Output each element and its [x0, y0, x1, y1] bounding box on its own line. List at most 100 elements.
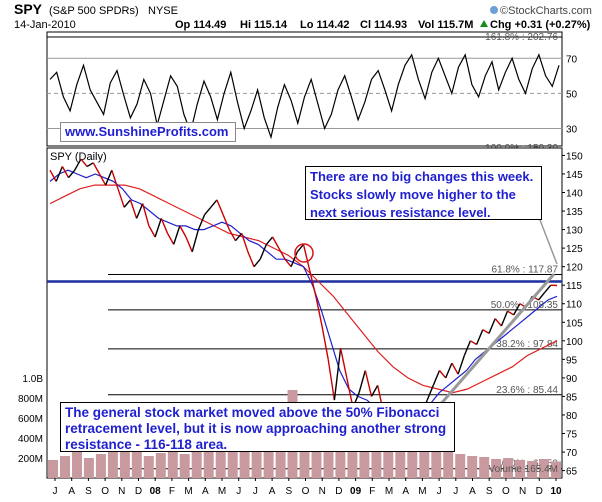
change-value: Chg +0.31 (+0.27%) — [490, 19, 591, 31]
price-tick-label: 145 — [566, 170, 583, 181]
rsi-line — [49, 53, 560, 140]
price-panel-label: SPY (Daily) — [50, 151, 107, 163]
price-segment — [98, 173, 107, 186]
volume-bar — [155, 453, 166, 478]
price-segment — [470, 340, 477, 346]
volume-tick-label: 1.0B — [22, 374, 43, 385]
x-tick-label: S — [85, 486, 92, 497]
x-tick-label: D — [536, 486, 543, 497]
x-tick-label: F — [369, 486, 375, 497]
price-tick-label: 65 — [566, 467, 578, 478]
price-segment — [457, 355, 465, 375]
x-tick-label: M — [385, 486, 393, 497]
volume-tick-label: 600M — [18, 414, 43, 425]
price-segment — [278, 247, 286, 260]
volume-label: Volume 165.4M — [489, 464, 559, 475]
volume-bar — [191, 448, 202, 478]
annotation-bottom: The general stock market moved above the… — [60, 402, 455, 452]
price-segment — [216, 199, 224, 215]
price-tick-label: 150 — [566, 151, 583, 162]
moving-average-short — [49, 169, 558, 423]
price-tick-label: 125 — [566, 244, 583, 255]
volume-bar — [407, 442, 418, 478]
x-tick-label: J — [236, 486, 241, 497]
x-tick-label: M — [184, 486, 192, 497]
price-segment — [321, 325, 329, 360]
price-segment — [67, 169, 76, 179]
x-tick-label: F — [169, 486, 175, 497]
close-value: Cl 114.93 — [360, 19, 407, 31]
price-segment — [234, 232, 243, 242]
volume-bar — [72, 452, 82, 478]
price-segment — [494, 318, 502, 327]
x-tick-label: S — [486, 486, 493, 497]
volume-bar — [48, 460, 58, 478]
price-segment — [123, 199, 131, 208]
price-segment — [185, 236, 193, 253]
price-tick-label: 105 — [566, 318, 583, 329]
x-tick-label: J — [253, 486, 258, 497]
x-tick-label: S — [285, 486, 292, 497]
rsi-tick-label: 30 — [566, 124, 578, 135]
site-link[interactable]: www.SunshineProfits.com — [60, 122, 236, 142]
x-tick-label: A — [202, 486, 209, 497]
volume-bar — [539, 459, 549, 478]
volume-bar — [395, 438, 406, 478]
price-segment — [315, 296, 323, 327]
volume-bar — [239, 449, 250, 478]
price-tick-label: 130 — [566, 226, 583, 237]
price-segment — [191, 229, 200, 252]
open-value: Op 114.49 — [175, 19, 226, 31]
x-tick-label: J — [53, 486, 58, 497]
fibonacci-label: 50.0% : 108.35 — [491, 300, 559, 311]
fibonacci-label: 61.8% : 117.87 — [491, 265, 558, 276]
fibonacci-label: 38.2% : 97.84 — [496, 339, 558, 350]
x-tick-label: N — [319, 486, 326, 497]
price-segment — [339, 348, 348, 379]
volume-bar — [527, 461, 538, 478]
price-segment — [80, 158, 88, 167]
price-segment — [370, 384, 379, 397]
x-tick-label: N — [118, 486, 125, 497]
price-segment — [290, 251, 298, 267]
price-tick-label: 90 — [566, 374, 578, 385]
volume-bar — [95, 454, 106, 478]
price-segment — [482, 329, 490, 335]
price-segment — [358, 370, 366, 393]
price-segment — [111, 169, 119, 190]
volume-bar — [227, 446, 238, 478]
x-tick-label: 09 — [350, 486, 362, 497]
volume-bar — [479, 457, 490, 478]
price-tick-label: 120 — [566, 263, 583, 274]
x-tick-label: M — [418, 486, 426, 497]
volume-bar — [143, 456, 154, 478]
price-segment — [135, 203, 144, 219]
price-segment — [327, 359, 336, 401]
price-segment — [142, 203, 150, 227]
volume-bar — [131, 450, 142, 478]
price-segment — [488, 318, 496, 334]
x-tick-label: A — [68, 486, 75, 497]
x-tick-label: N — [519, 486, 526, 497]
rsi-axis: 30 50 70 — [566, 54, 578, 135]
volume-bar — [119, 452, 130, 478]
volume-bar — [467, 456, 478, 478]
price-segment — [197, 214, 206, 230]
price-tick-label: 95 — [566, 355, 578, 366]
volume-bar — [83, 458, 94, 478]
volume-bar — [419, 446, 430, 478]
volume-bar — [455, 454, 466, 478]
price-segment — [166, 232, 175, 245]
price-segment — [302, 244, 311, 271]
volume-bar — [179, 454, 190, 478]
price-segment — [265, 236, 274, 245]
price-segment — [333, 348, 342, 401]
volume-bar — [551, 461, 561, 478]
breakdown-circle — [294, 243, 314, 263]
annotation-top: There are no big changes this week. Stoc… — [305, 166, 542, 220]
fibonacci-label: 23.6% : 85.44 — [496, 385, 558, 396]
chart-symbol: SPY — [14, 1, 43, 17]
x-tick-label: D — [135, 486, 142, 497]
x-tick-label: 10 — [550, 486, 562, 497]
price-segment — [55, 166, 64, 182]
